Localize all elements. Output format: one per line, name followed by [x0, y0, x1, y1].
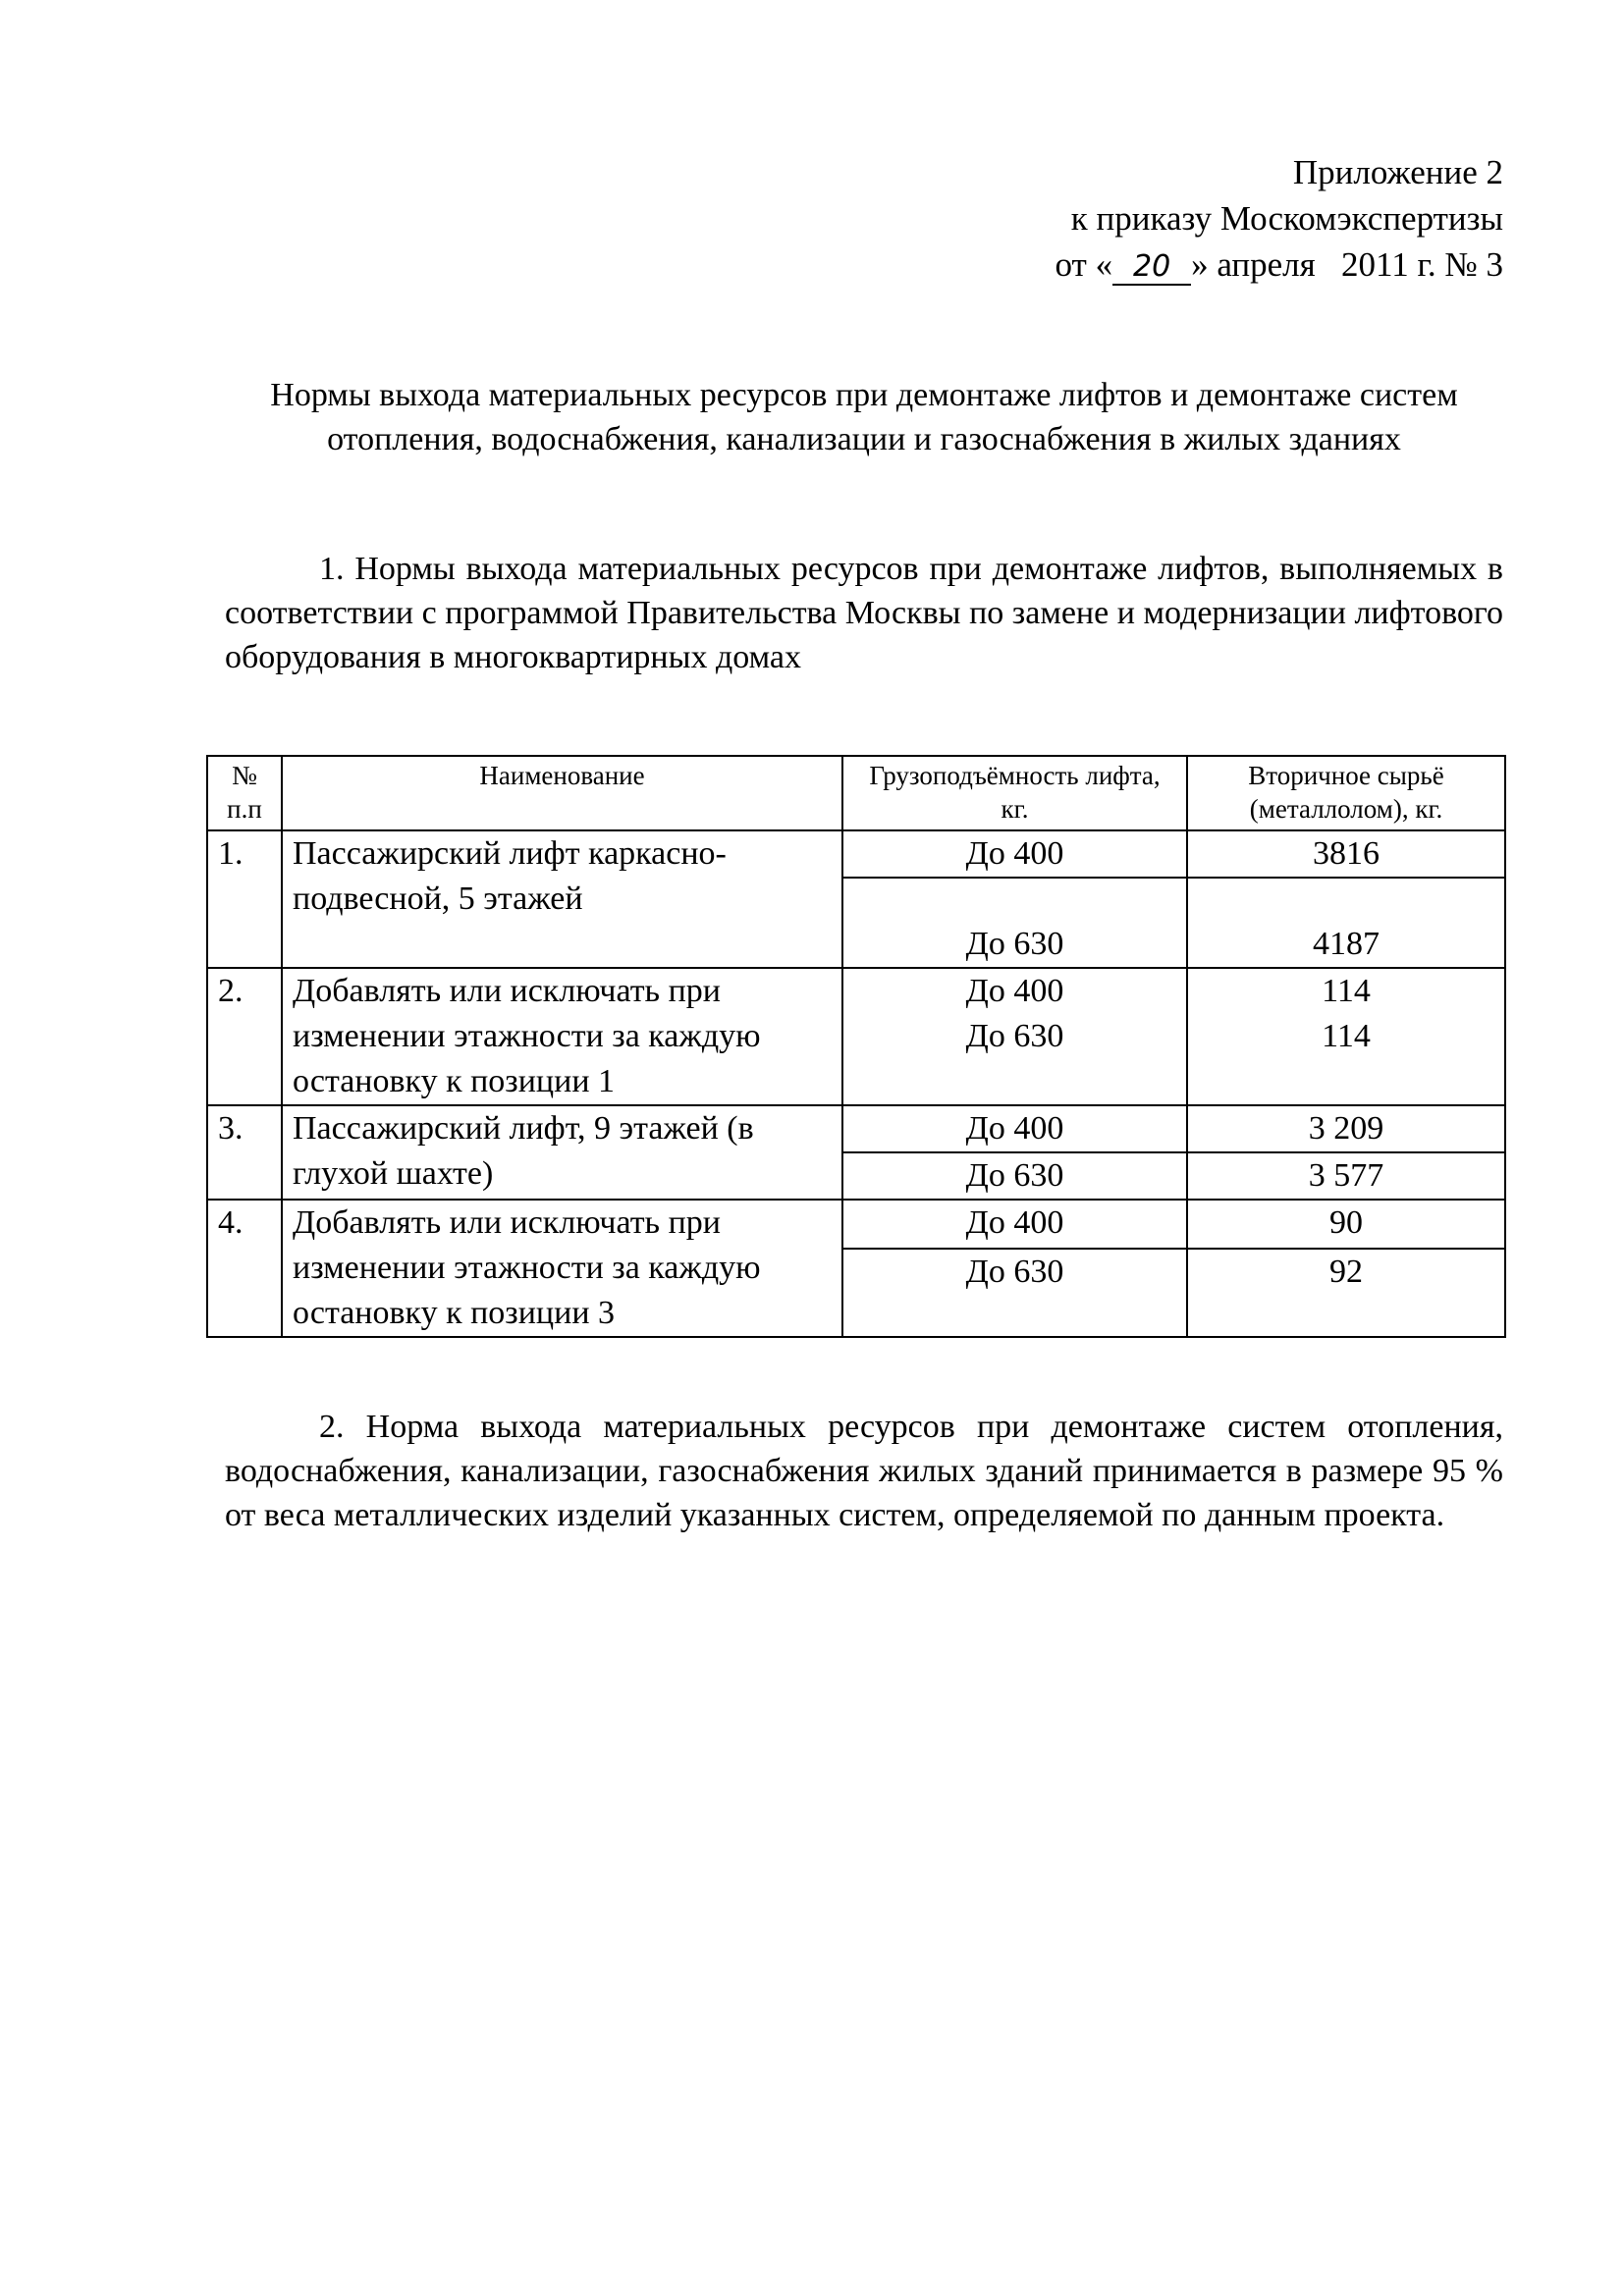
- row-scrap: 90: [1186, 1199, 1506, 1250]
- scrap-value: 114: [1322, 973, 1371, 1009]
- table-row: 3. Пассажирский лифт, 9 этажей (в глухой…: [206, 1104, 1506, 1201]
- table-row: До 630 4187: [207, 877, 1506, 969]
- row-capacity: До 400: [841, 1199, 1188, 1250]
- row-scrap: 92: [1186, 1247, 1506, 1339]
- order-date: от «20» апреля 2011 г. № 3: [1055, 241, 1503, 288]
- row-num: 3.: [206, 1104, 283, 1201]
- row-name: Добавлять или исключать при изменении эт…: [281, 1199, 843, 1338]
- table-row: 2. Добавлять или исключать при изменении…: [206, 967, 1506, 1106]
- section-1-text: 1. Нормы выхода материальных ресурсов пр…: [225, 551, 1503, 675]
- header-capacity: Грузоподъёмность лифта, кг.: [841, 755, 1188, 831]
- row-capacity: До 400 До 630: [841, 967, 1188, 1106]
- date-prefix: от «: [1055, 245, 1113, 284]
- lift-norms-table: № п.п Наименование Грузоподъёмность лифт…: [206, 755, 1506, 1339]
- row-num: 1.: [206, 829, 283, 969]
- row-capacity: До 400: [841, 1104, 1188, 1153]
- table-row: До 630 92: [207, 1247, 1506, 1339]
- row-capacity: До 630: [841, 1247, 1188, 1339]
- row-scrap: 3 577: [1186, 1151, 1506, 1201]
- document-title: Нормы выхода материальных ресурсов при д…: [270, 377, 1458, 457]
- table-row: До 630 3 577: [207, 1151, 1506, 1201]
- row-name: Пассажирский лифт каркасно-подвесной, 5 …: [281, 829, 843, 969]
- row-num: 2.: [206, 967, 283, 1106]
- row-name: Пассажирский лифт, 9 этажей (в глухой ша…: [281, 1104, 843, 1201]
- table-header-row: № п.п Наименование Грузоподъёмность лифт…: [206, 755, 1506, 831]
- header-scrap: Вторичное сырьё (металлолом), кг.: [1186, 755, 1506, 831]
- section-2-text: 2. Норма выхода материальных ресурсов пр…: [225, 1409, 1503, 1533]
- date-suffix: » апреля 2011 г. № 3: [1191, 245, 1503, 284]
- header-num: № п.п: [206, 755, 283, 831]
- row-scrap: 3816: [1186, 829, 1506, 879]
- table-row: 4. Добавлять или исключать при изменении…: [206, 1199, 1506, 1338]
- row-scrap: 4187: [1186, 877, 1506, 969]
- appendix-label: Приложение 2: [1292, 153, 1503, 191]
- capacity-value: До 400: [965, 973, 1064, 1009]
- row-scrap: 114 114: [1186, 967, 1506, 1106]
- header-name: Наименование: [281, 755, 843, 831]
- row-num: 4.: [206, 1199, 283, 1338]
- capacity-value: До 630: [965, 1018, 1064, 1054]
- row-scrap: 3 209: [1186, 1104, 1506, 1153]
- order-reference: к приказу Москомэкспертизы: [1070, 199, 1503, 238]
- row-name: Добавлять или исключать при изменении эт…: [281, 967, 843, 1106]
- handwritten-day: 20: [1112, 250, 1192, 286]
- scrap-value: 114: [1322, 1018, 1371, 1054]
- row-capacity: До 400: [841, 829, 1188, 879]
- row-capacity: До 630: [841, 1151, 1188, 1201]
- table-row: 1. Пассажирский лифт каркасно-подвесной,…: [206, 829, 1506, 969]
- row-capacity: До 630: [841, 877, 1188, 969]
